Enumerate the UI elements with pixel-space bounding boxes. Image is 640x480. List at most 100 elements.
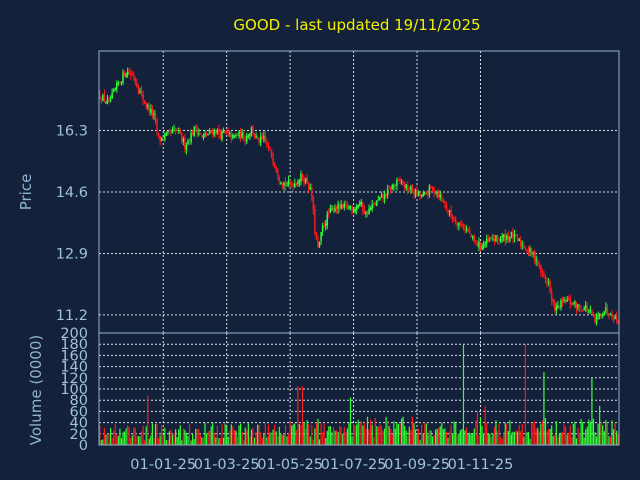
candle-body xyxy=(284,181,287,187)
candle-body xyxy=(303,179,305,184)
candle-body xyxy=(521,244,524,246)
candle-body xyxy=(586,305,589,312)
candle-body xyxy=(128,71,130,74)
volume-bar xyxy=(291,425,293,445)
candle-body xyxy=(221,131,223,140)
volume-bar xyxy=(337,431,339,445)
date-tick-labels: 01-01-2501-03-2501-05-2501-07-2501-09-25… xyxy=(130,457,513,473)
candle-body xyxy=(162,138,164,140)
volume-bar xyxy=(413,423,415,445)
volume-panel-frame xyxy=(98,332,620,446)
volume-bar xyxy=(612,429,615,445)
volume-bar xyxy=(447,437,449,445)
volume-axis-label: Volume (0000) xyxy=(27,335,45,445)
volume-bar xyxy=(280,433,282,445)
volume-bar xyxy=(520,431,522,445)
volume-bar xyxy=(349,397,352,445)
volume-bar xyxy=(247,423,249,445)
volume-bar xyxy=(175,429,177,445)
volume-bar xyxy=(595,436,598,445)
volume-bar xyxy=(475,420,477,445)
volume-bar xyxy=(363,422,366,445)
candle-body xyxy=(289,181,291,183)
candle-body xyxy=(256,137,259,139)
candle-body xyxy=(205,133,208,136)
candle-body xyxy=(492,239,494,241)
candle-body xyxy=(447,210,449,212)
candle-body xyxy=(441,195,443,199)
volume-bar xyxy=(342,434,344,445)
price-axis-label: Price xyxy=(17,174,35,211)
candle-body xyxy=(442,199,445,203)
volume-bar xyxy=(558,433,561,445)
candle-body xyxy=(589,309,592,311)
volume-bar xyxy=(274,424,276,445)
volume-bar xyxy=(153,438,155,445)
volume-bar xyxy=(427,434,429,445)
candle-body xyxy=(300,173,302,182)
candle-body xyxy=(247,135,250,137)
volume-bar xyxy=(311,424,313,445)
candle-body xyxy=(100,100,103,102)
candle-body xyxy=(482,244,485,248)
volume-bar xyxy=(283,434,285,445)
candle-body xyxy=(272,157,274,164)
volume-bar xyxy=(106,433,109,445)
volume-bar xyxy=(492,433,494,445)
candle-body xyxy=(326,214,329,226)
volume-bar xyxy=(377,426,379,445)
candle-body xyxy=(481,246,483,250)
volume-bar xyxy=(298,424,301,445)
candle-body xyxy=(433,187,435,193)
candle-body xyxy=(131,74,134,76)
candle-body xyxy=(173,129,175,131)
candle-body xyxy=(374,202,376,206)
candle-body xyxy=(275,166,277,171)
volume-bar xyxy=(352,424,355,445)
candle-body xyxy=(348,206,350,209)
candle-body xyxy=(137,87,140,93)
candle-body xyxy=(543,273,545,276)
candle-body xyxy=(425,193,428,195)
candle-body xyxy=(403,182,406,189)
volume-bar xyxy=(110,428,112,445)
candle-body xyxy=(244,140,246,142)
volume-bar xyxy=(195,428,197,445)
volume-bar xyxy=(410,429,412,445)
volume-tick-label: 60 xyxy=(70,404,88,420)
candle-body xyxy=(450,209,452,216)
volume-bar xyxy=(455,422,457,445)
volume-bar xyxy=(534,421,536,445)
volume-bar xyxy=(506,423,508,445)
volume-bar xyxy=(535,428,537,445)
volume-bar xyxy=(212,422,214,445)
candle-body xyxy=(331,208,333,210)
candle-body xyxy=(337,203,339,210)
volume-bar xyxy=(100,440,102,445)
volume-bar xyxy=(270,434,273,445)
candle-body xyxy=(298,180,301,183)
volume-bar xyxy=(240,423,242,445)
candle-body xyxy=(168,130,171,132)
volume-bar xyxy=(278,426,280,445)
candle-body xyxy=(218,129,220,134)
volume-bar xyxy=(589,421,591,445)
date-tick-label: 01-05-25 xyxy=(257,457,323,473)
candle-body xyxy=(485,239,488,244)
volume-bar xyxy=(122,432,124,445)
volume-tick-label: 20 xyxy=(70,427,88,443)
candle-body xyxy=(362,202,364,211)
volume-bar xyxy=(438,427,440,445)
candle-body xyxy=(108,98,110,101)
volume-bar xyxy=(131,435,133,445)
volume-tick-label: 140 xyxy=(60,360,88,376)
volume-bar xyxy=(430,430,432,445)
candle-body xyxy=(321,226,324,232)
candle-body xyxy=(448,210,451,212)
volume-bar xyxy=(238,425,240,445)
candle-body xyxy=(535,259,537,261)
volume-bar xyxy=(205,433,208,445)
volume-bar xyxy=(551,425,553,445)
candle-body xyxy=(603,311,606,314)
candle-body xyxy=(578,304,581,308)
